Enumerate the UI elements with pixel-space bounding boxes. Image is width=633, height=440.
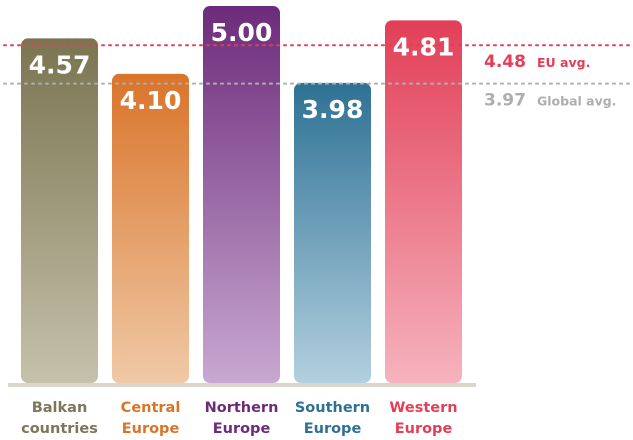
- bar-value-label-0: 4.57: [29, 50, 91, 79]
- bar-value-label-3: 3.98: [302, 95, 364, 124]
- category-label-3-line-0: Southern: [295, 400, 370, 416]
- reference-value-label-0: 4.48: [484, 52, 526, 72]
- category-label-4-line-1: Europe: [395, 421, 453, 437]
- x-axis-baseline: [8, 383, 476, 387]
- bar-2: [203, 6, 280, 383]
- reference-value-label-1: 3.97: [484, 91, 526, 111]
- category-label-0-line-1: countries: [21, 421, 98, 437]
- bar-4: [385, 20, 462, 384]
- bar-value-label-4: 4.81: [393, 32, 455, 61]
- category-label-2-line-1: Europe: [213, 421, 271, 437]
- bar-0: [21, 38, 98, 384]
- bar-3: [294, 82, 371, 384]
- bar-value-label-2: 5.00: [211, 18, 273, 47]
- reference-name-label-1: Global avg.: [537, 94, 616, 109]
- category-label-2-line-0: Northern: [205, 400, 279, 416]
- bar-1: [112, 73, 189, 384]
- bar-value-label-1: 4.10: [120, 86, 182, 115]
- category-label-4-line-0: Western: [389, 400, 457, 416]
- reference-name-label-0: EU avg.: [537, 55, 590, 70]
- category-label-3-line-1: Europe: [304, 421, 362, 437]
- category-label-1-line-0: Central: [121, 400, 181, 416]
- category-label-1-line-1: Europe: [122, 421, 180, 437]
- category-label-0-line-0: Balkan: [32, 400, 88, 416]
